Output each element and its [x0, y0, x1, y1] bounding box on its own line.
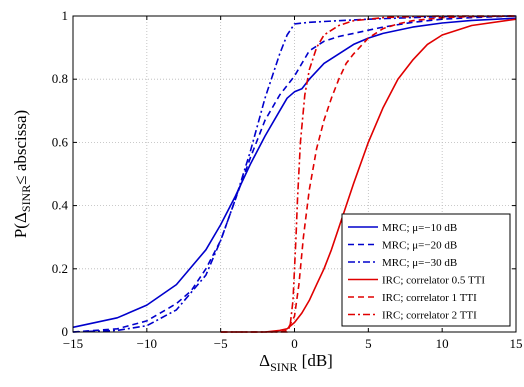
x-tick-label: −15	[63, 336, 83, 351]
x-tick-label: 5	[365, 336, 372, 351]
x-axis-label: ΔSINR [dB]	[259, 351, 333, 374]
x-tick-label: −10	[137, 336, 157, 351]
x-tick-label: 10	[436, 336, 449, 351]
legend-label-2: MRC; μ=−20 dB	[382, 240, 457, 252]
legend-label-5: IRC; correlator 1 TTI	[382, 292, 477, 304]
x-axis-label-unit: [dB]	[297, 351, 332, 370]
y-axis-label: P(ΔSINR≤ abscissa)	[11, 110, 33, 238]
ticks: −15 −10 −5 0 5 10 15 0 0.2 0.4 0.6 0.8 1	[52, 8, 523, 351]
series-lines	[72, 15, 517, 333]
y-tick-label: 0.6	[52, 134, 69, 149]
x-tick-label: 0	[291, 336, 298, 351]
y-tick-label: 0.4	[52, 198, 69, 213]
legend-label-3: MRC; μ=−30 dB	[382, 257, 457, 269]
legend: MRC; μ=−10 dB MRC; μ=−20 dB MRC; μ=−30 dB I…	[341, 213, 511, 327]
legend-box	[341, 213, 511, 327]
legend-label-6: IRC; correlator 2 TTI	[382, 310, 477, 322]
legend-label-4: IRC; correlator 0.5 TTI	[382, 275, 485, 287]
x-axis-label-sub: SINR	[270, 360, 297, 374]
y-axis-label-suffix: ≤ abscissa)	[11, 110, 30, 185]
y-tick-label: 0	[62, 324, 69, 339]
series-line-2	[72, 15, 517, 333]
y-tick-label: 0.2	[52, 261, 68, 276]
legend-label-1: MRC; μ=−10 dB	[382, 222, 457, 234]
y-tick-label: 0.8	[52, 71, 68, 86]
y-axis-label-prefix: P(Δ	[11, 212, 30, 238]
legend-items: MRC; μ=−10 dB MRC; μ=−20 dB MRC; μ=−30 dB I…	[348, 222, 485, 322]
x-tick-label: −5	[214, 336, 228, 351]
series-line-5	[220, 15, 517, 333]
y-axis-label-sub: SINR	[19, 185, 33, 212]
series-line-1	[72, 17, 517, 329]
x-tick-label: 15	[510, 336, 523, 351]
y-tick-label: 1	[62, 8, 69, 23]
series-line-6	[220, 15, 516, 333]
x-axis-label-main: Δ	[259, 351, 270, 370]
